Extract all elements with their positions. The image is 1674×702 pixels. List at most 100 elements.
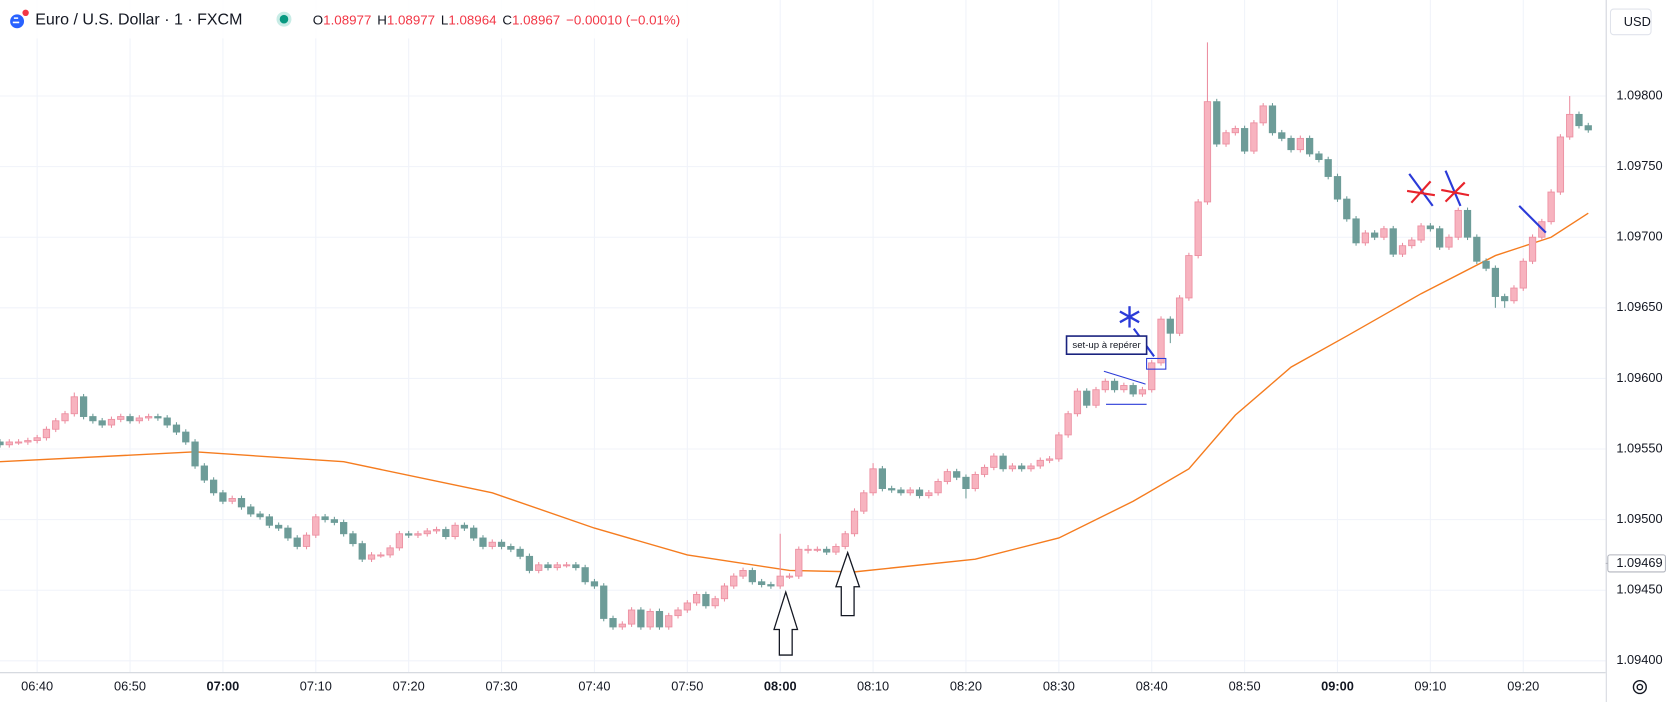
candle-body xyxy=(1231,128,1239,134)
candle-body xyxy=(804,548,812,551)
candle-body xyxy=(52,420,60,430)
candle-body xyxy=(1203,101,1212,203)
candle-body xyxy=(1101,380,1109,391)
moving-average xyxy=(0,212,1589,573)
candle-body xyxy=(1510,287,1518,302)
candle-body xyxy=(219,492,227,502)
candle-body xyxy=(1519,260,1527,289)
x-tick-label: 07:20 xyxy=(393,678,425,693)
candle-body xyxy=(1148,362,1156,391)
annotation-box xyxy=(1065,335,1148,356)
candle-body xyxy=(1175,297,1184,334)
candle-body xyxy=(1036,459,1044,467)
ohlc-label: O xyxy=(313,12,323,27)
candle-body xyxy=(386,547,394,556)
asterisk xyxy=(1119,306,1140,328)
y-tick-label: 1.09400 xyxy=(1616,652,1662,667)
candle-body xyxy=(1389,228,1397,255)
candle-body xyxy=(61,413,69,422)
candle-body xyxy=(395,533,404,549)
candle-body xyxy=(1259,105,1267,124)
legend-background xyxy=(0,0,748,39)
candle-body xyxy=(637,609,645,628)
candle-body xyxy=(265,516,273,526)
y-tick-label: 1.09600 xyxy=(1616,370,1662,385)
candle-body xyxy=(432,529,441,532)
price-change: −0.00010 (−0.01%) xyxy=(566,12,680,27)
candle-body xyxy=(154,416,162,419)
cross-mark xyxy=(1406,173,1436,207)
candle-body xyxy=(1408,239,1416,247)
candle-body xyxy=(1556,136,1565,193)
currency-label[interactable]: USD xyxy=(1624,14,1651,29)
candle-body xyxy=(1566,113,1574,138)
candle-body xyxy=(423,530,431,535)
x-tick-label: 07:30 xyxy=(486,678,518,693)
currency-button[interactable] xyxy=(1609,8,1652,36)
x-tick-label: 08:40 xyxy=(1136,678,1168,693)
y-tick-label: 1.09450 xyxy=(1616,582,1662,597)
time-axis-background xyxy=(0,672,1606,702)
x-tick-label: 07:50 xyxy=(671,678,703,693)
candle-body xyxy=(813,548,821,551)
candle-body xyxy=(172,424,181,433)
candle-body xyxy=(302,534,311,547)
candle-body xyxy=(312,516,320,536)
x-tick-label: 08:30 xyxy=(1043,678,1075,693)
candle-body xyxy=(971,474,979,489)
candle-body xyxy=(182,431,190,443)
candle-body xyxy=(888,488,896,491)
arrow-up xyxy=(773,589,799,656)
candle-body xyxy=(525,555,534,571)
candle-body xyxy=(1008,465,1017,470)
candle-body xyxy=(823,548,831,553)
ohlc-label: H xyxy=(377,12,387,27)
candle-body xyxy=(107,418,116,426)
candle-body xyxy=(767,584,775,587)
candle-body xyxy=(1092,389,1100,406)
candle-body xyxy=(135,417,143,422)
candle-body xyxy=(479,537,487,547)
y-tick-label: 1.09800 xyxy=(1616,87,1662,102)
candle-body xyxy=(228,498,236,502)
candle-body xyxy=(841,533,849,547)
candle-body xyxy=(1436,228,1444,248)
candle-body xyxy=(1073,390,1082,415)
highlight-box xyxy=(1146,357,1167,370)
ohlc-value: 1.08967 xyxy=(512,12,560,27)
x-tick-label: 08:10 xyxy=(857,678,889,693)
settings-icon[interactable] xyxy=(1632,679,1647,695)
candle-body xyxy=(1157,318,1165,364)
candle-body xyxy=(674,609,682,617)
candle-body xyxy=(665,615,673,628)
ohlc-label: L xyxy=(441,12,448,27)
candle-body xyxy=(377,554,385,557)
candle-body xyxy=(609,618,617,628)
candle-body xyxy=(1371,232,1379,238)
candle-body xyxy=(999,455,1007,470)
candle-body xyxy=(627,609,636,625)
symbol-title[interactable]: Euro / U.S. Dollar · 1 · FXCM xyxy=(35,11,242,28)
candle-body xyxy=(358,543,366,560)
candle-body xyxy=(1222,132,1230,145)
x-tick-label: 06:40 xyxy=(21,678,53,693)
candle-body xyxy=(1361,232,1369,244)
candle-body xyxy=(340,522,348,535)
candle-body xyxy=(1305,137,1314,155)
x-tick-label: 07:10 xyxy=(300,678,332,693)
candle-body xyxy=(600,585,608,619)
candle-body xyxy=(1240,128,1249,152)
candle-body xyxy=(70,396,78,415)
candle-body xyxy=(1055,434,1063,460)
ohlc-legend: O1.08977 H1.08977 L1.08964 C1.08967 −0.0… xyxy=(313,12,680,27)
grid xyxy=(0,0,1606,673)
candle-body xyxy=(702,594,710,607)
market-status[interactable] xyxy=(279,14,289,24)
candle-body xyxy=(906,489,914,494)
cross-mark xyxy=(1441,170,1470,207)
candle-body xyxy=(590,581,599,587)
candle-body xyxy=(748,570,756,583)
candle-body xyxy=(720,585,729,600)
candle-body xyxy=(1194,201,1202,257)
